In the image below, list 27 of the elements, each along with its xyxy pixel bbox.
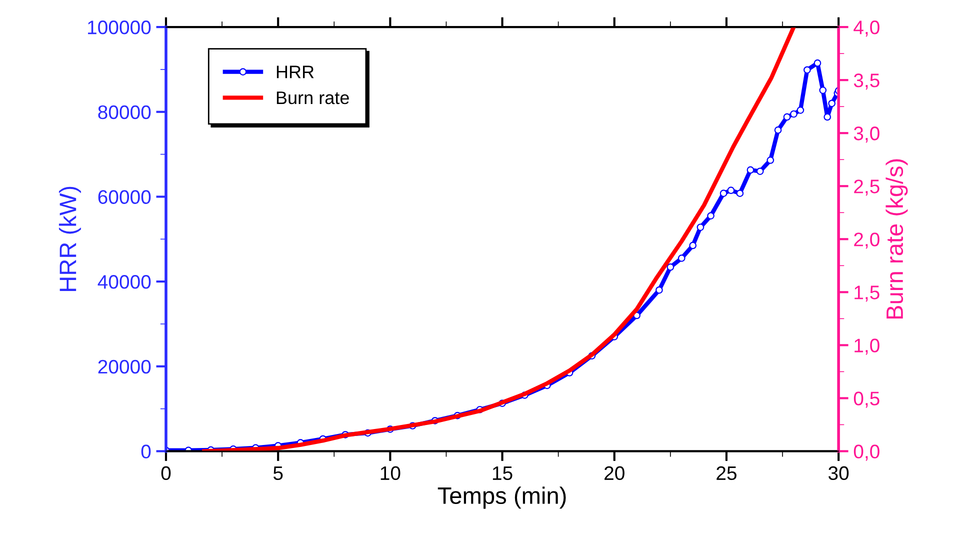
x-tick-label: 5 <box>273 466 283 480</box>
y-tick-label: 40000 <box>98 275 151 289</box>
x-tick-label: 0 <box>161 466 171 480</box>
y-tick-label: 80000 <box>98 105 151 120</box>
x-tick-label: 25 <box>716 466 736 480</box>
x-tick-label: 20 <box>604 466 624 480</box>
y-tick-label: 100000 <box>88 20 151 34</box>
legend-label: Burn rate <box>276 92 349 104</box>
y2-tick-label: 2,5 <box>854 180 880 196</box>
y2-tick-label: 1,0 <box>854 338 880 355</box>
y2-tick-label: 4,0 <box>854 20 880 37</box>
y2-tick-label: 0,5 <box>854 392 880 408</box>
x-tick-label: 10 <box>380 466 400 480</box>
y2-tick-label: 3,5 <box>854 74 880 90</box>
y2-tick-label: 0,0 <box>854 444 880 461</box>
y2-tick-label: 3,0 <box>854 126 880 143</box>
y2-tick-label: 2,0 <box>854 232 880 249</box>
x-axis-title: Temps (min) <box>438 486 566 509</box>
y-axis-title: HRR (kW) <box>58 186 81 291</box>
y-tick-label: 60000 <box>98 190 151 204</box>
y-tick-label: 0 <box>141 444 151 458</box>
x-tick-label: 30 <box>828 466 849 480</box>
legend-label: HRR <box>276 66 314 78</box>
y-tick-label: 20000 <box>98 360 151 374</box>
y2-tick-label: 1,5 <box>854 286 880 302</box>
x-tick-label: 15 <box>492 466 512 480</box>
y2-axis-title: Burn rate (kg/s) <box>886 159 908 319</box>
